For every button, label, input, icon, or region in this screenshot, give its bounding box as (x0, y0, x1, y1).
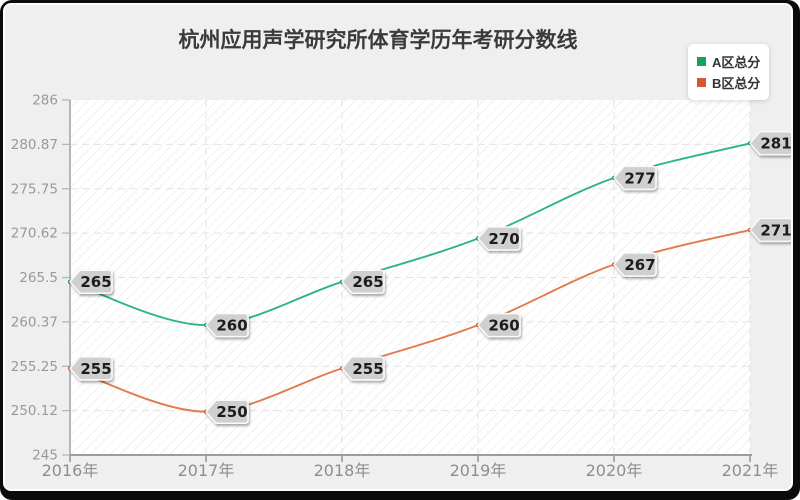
label-value-text: 265 (80, 273, 111, 291)
point-value-label: 250 (205, 399, 249, 424)
y-tick-label: 250.12 (11, 403, 58, 419)
label-arrow-shape (341, 356, 385, 381)
x-tick-label: 2019年 (450, 461, 507, 480)
label-value-text: 270 (488, 230, 519, 248)
legend: A区总分 B区总分 (688, 44, 770, 100)
label-arrow-shape (69, 356, 113, 381)
x-axis-labels: 2016年 2017年 2018年 2019年 2020年 2021年 (42, 461, 779, 480)
point-value-label: 255 (341, 356, 385, 381)
label-value-text: 250 (216, 403, 247, 421)
label-arrow-shape (477, 226, 521, 251)
x-tick-label: 2018年 (314, 461, 371, 480)
x-tick-label: 2020年 (586, 461, 643, 480)
point-value-label: 271 (749, 217, 791, 243)
legend-label-b: B区总分 (712, 76, 761, 91)
point-value-label: 265 (341, 269, 385, 295)
label-arrow-shape (205, 312, 249, 338)
y-tick-label: 245 (32, 448, 58, 464)
label-arrow-shape (69, 269, 113, 295)
point-value-label: 260 (205, 312, 249, 338)
axes (62, 99, 752, 462)
point-value-label: 267 (613, 252, 657, 277)
chart-title: 杭州应用声学研究所体育学历年考研分数线 (178, 29, 578, 52)
label-arrow-shape (477, 312, 521, 338)
y-tick-label: 260.37 (11, 314, 58, 330)
legend-item-a[interactable]: A区总分 (697, 52, 760, 71)
label-value-text: 271 (760, 221, 791, 239)
label-arrow-shape (613, 252, 657, 277)
legend-swatch-b-icon (697, 78, 706, 87)
legend-swatch-a-icon (697, 57, 706, 66)
x-tick-label: 2016年 (42, 461, 99, 480)
label-value-text: 255 (80, 360, 111, 378)
chart-canvas: 286 280.87 275.75 270.62 265.5 260.37 255.25 25… (11, 93, 791, 480)
label-arrow-shape (749, 131, 791, 156)
label-value-text: 267 (624, 256, 655, 274)
y-tick-label: 275.75 (11, 181, 58, 197)
chart-panel: 286 280.87 275.75 270.62 265.5 260.37 255.25 25… (3, 3, 793, 491)
label-value-text: 281 (760, 135, 791, 153)
y-tick-label: 265.5 (19, 270, 58, 286)
point-value-label: 270 (477, 226, 521, 251)
legend-label-a: A区总分 (712, 55, 761, 70)
point-value-label: 277 (613, 165, 657, 191)
point-value-label: 281 (749, 131, 791, 156)
label-value-text: 255 (352, 360, 383, 378)
label-value-text: 277 (624, 169, 655, 187)
label-arrow-shape (341, 269, 385, 295)
label-value-text: 265 (352, 273, 383, 291)
x-tick-label: 2017年 (178, 461, 235, 480)
y-tick-label: 280.87 (11, 137, 58, 153)
y-tick-label: 286 (32, 93, 58, 109)
point-value-label: 265 (69, 269, 113, 295)
label-value-text: 260 (488, 317, 519, 335)
label-arrow-shape (205, 399, 249, 424)
y-tick-label: 255.25 (11, 359, 58, 375)
label-value-text: 260 (216, 317, 247, 335)
x-tick-label: 2021年 (722, 461, 779, 480)
label-arrow-shape (613, 165, 657, 191)
point-value-label: 255 (69, 356, 113, 381)
gridlines (70, 100, 751, 455)
legend-item-b[interactable]: B区总分 (697, 73, 760, 92)
point-value-label: 260 (477, 312, 521, 338)
label-arrow-shape (749, 217, 791, 243)
y-tick-label: 270.62 (11, 226, 58, 242)
y-axis-labels: 286 280.87 275.75 270.62 265.5 260.37 255.25 25… (11, 93, 58, 464)
